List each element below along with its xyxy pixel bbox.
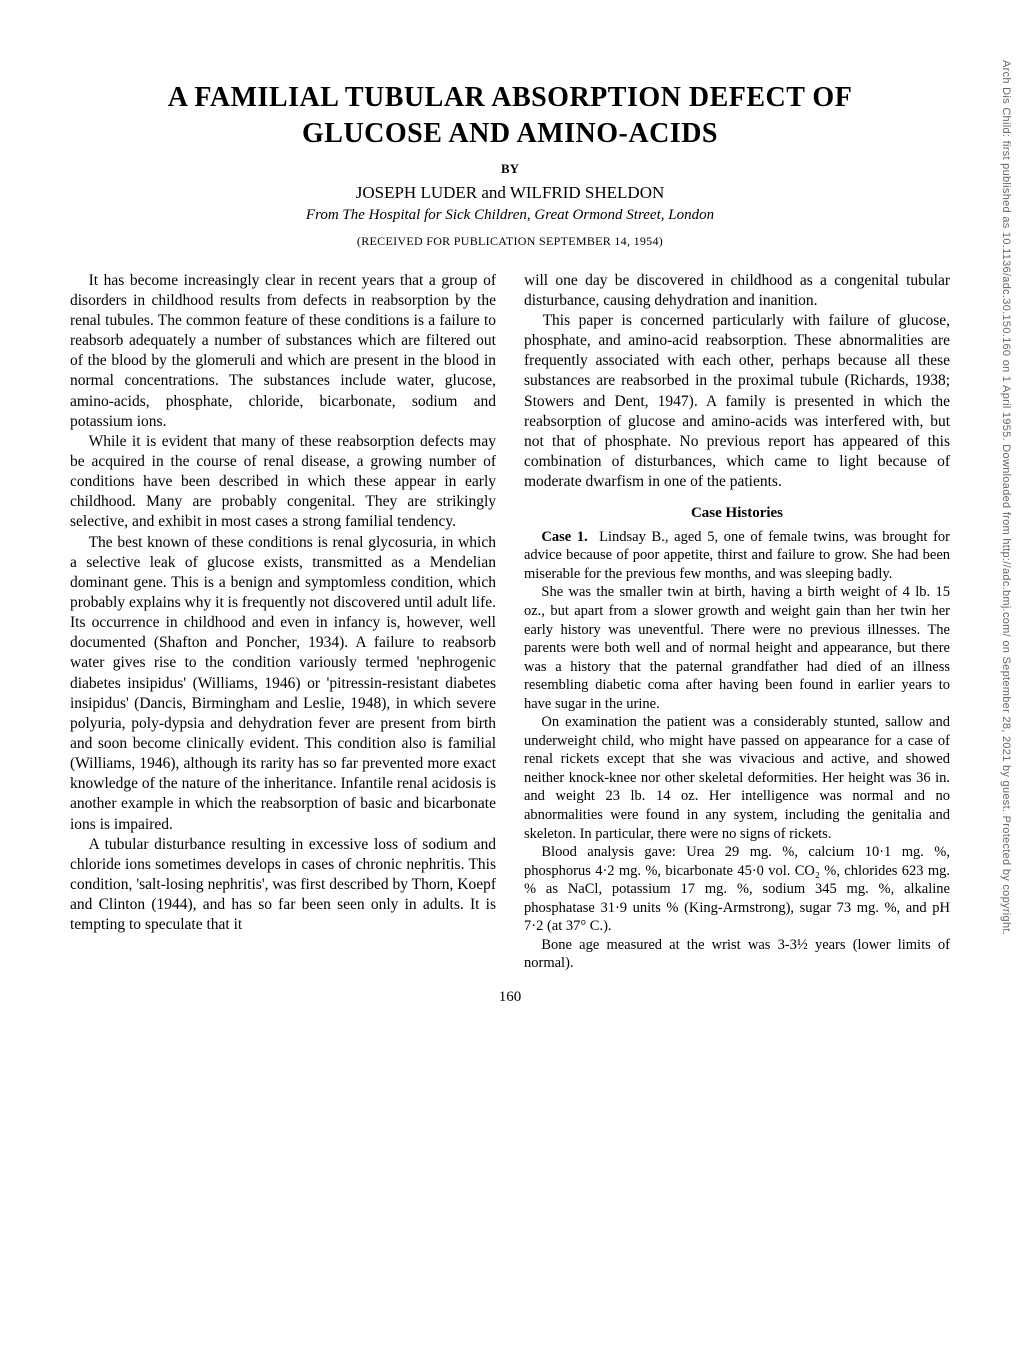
intro-paragraph-2: While it is evident that many of these r… — [70, 432, 496, 533]
right-column: will one day be discovered in childhood … — [524, 271, 950, 973]
copyright-watermark: Arch Dis Child: first published as 10.11… — [1000, 60, 1012, 1260]
received-date: (RECEIVED FOR PUBLICATION SEPTEMBER 14, … — [70, 234, 950, 249]
intro-paragraph-4: A tubular disturbance resulting in exces… — [70, 835, 496, 936]
case-1-intro: Case 1. Lindsay B., aged 5, one of femal… — [524, 528, 950, 584]
intro-paragraph-5: will one day be discovered in childhood … — [524, 271, 950, 311]
case-histories-heading: Case Histories — [524, 504, 950, 524]
case-1-text-4: Blood analysis gave: Urea 29 mg. %, calc… — [524, 843, 950, 936]
title-line-2: GLUCOSE AND AMINO-ACIDS — [302, 118, 718, 149]
case-1-text-5: Bone age measured at the wrist was 3-3½ … — [524, 936, 950, 973]
article-title: A FAMILIAL TUBULAR ABSORPTION DEFECT OF … — [70, 80, 950, 153]
case-1-text-2: She was the smaller twin at birth, havin… — [524, 583, 950, 713]
body-columns: It has become increasingly clear in rece… — [70, 271, 950, 973]
case-1-text-1: Lindsay B., aged 5, one of female twins,… — [524, 529, 950, 582]
intro-paragraph-3: The best known of these conditions is re… — [70, 533, 496, 835]
case-1-label: Case 1. — [541, 529, 587, 545]
title-line-1: A FAMILIAL TUBULAR ABSORPTION DEFECT OF — [168, 82, 853, 113]
intro-paragraph-6: This paper is concerned particularly wit… — [524, 311, 950, 492]
intro-paragraph-1: It has become increasingly clear in rece… — [70, 271, 496, 432]
left-column: It has become increasingly clear in rece… — [70, 271, 496, 973]
case-1-text-3: On examination the patient was a conside… — [524, 713, 950, 843]
page-number: 160 — [70, 989, 950, 1006]
by-label: BY — [70, 161, 950, 177]
affiliation: From The Hospital for Sick Children, Gre… — [70, 207, 950, 224]
authors: JOSEPH LUDER and WILFRID SHELDON — [70, 183, 950, 203]
